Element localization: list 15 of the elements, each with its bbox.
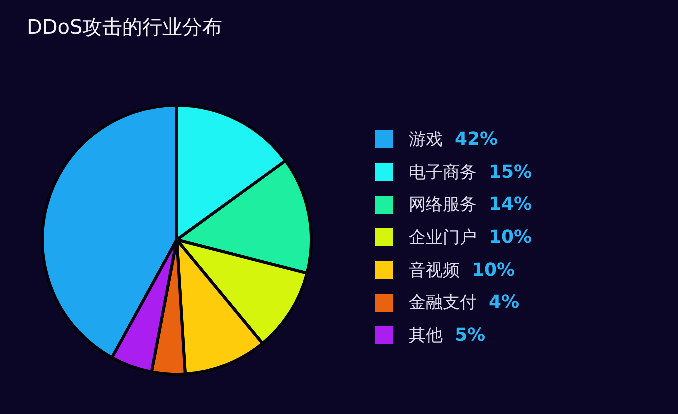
data-label: 10% [489,226,532,248]
legend-label: 音视频 [409,260,460,282]
legend-label: 金融支付 [409,292,477,314]
legend-label: 其他 [409,324,443,347]
chart-title: DDoS攻击的行业分布 [27,14,223,40]
legend-label: 电子商务 [409,162,477,184]
legend-label: 企业门户 [409,226,477,249]
data-label: 4% [489,292,520,314]
data-label: 10% [472,260,516,281]
legend-label: 游戏 [409,128,443,151]
data-label: 14% [489,194,532,216]
data-label: 42% [455,128,498,150]
data-label: 5% [455,324,486,346]
data-label: 15% [489,162,532,183]
legend-label: 网络服务 [409,194,477,216]
